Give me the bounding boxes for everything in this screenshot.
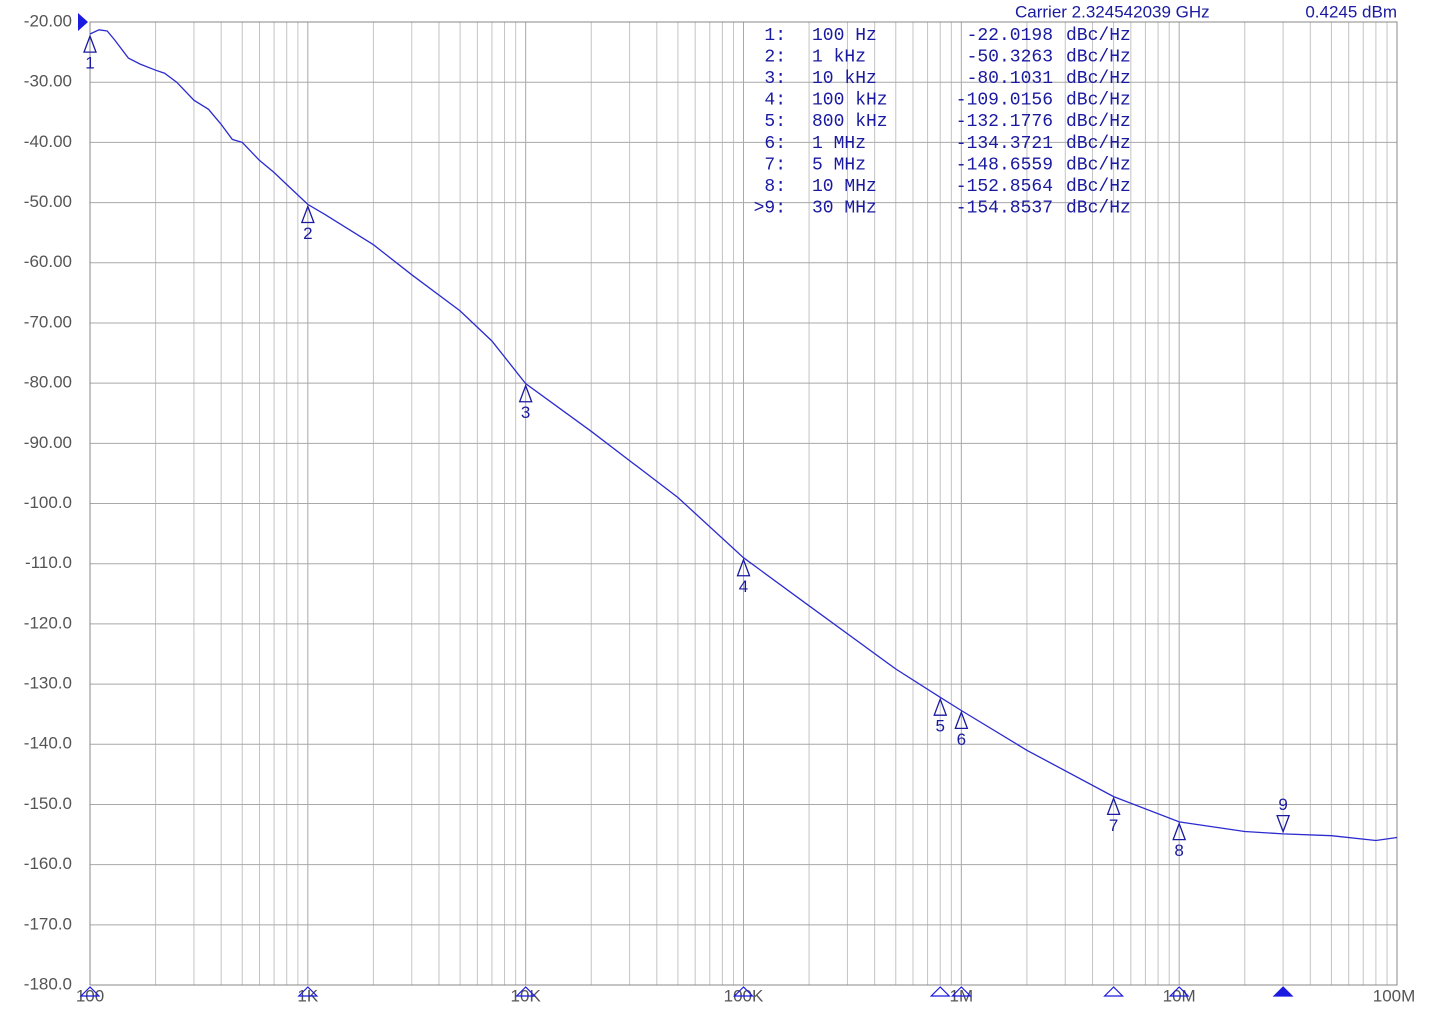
axis-marker — [79, 986, 101, 997]
marker-unit: dBc/Hz — [1066, 69, 1131, 89]
marker-value: -132.1776 — [956, 112, 1053, 132]
marker-label: 5: — [764, 112, 786, 132]
y-tick-label: -150.0 — [24, 794, 72, 813]
marker-id: 2 — [303, 224, 312, 243]
marker-unit: dBc/Hz — [1066, 199, 1131, 219]
marker-label: 2: — [764, 47, 786, 67]
reference-marker — [78, 13, 88, 31]
y-tick-label: -160.0 — [24, 854, 72, 873]
marker-id: 7 — [1109, 816, 1118, 835]
marker — [1106, 796, 1121, 815]
marker-label: 7: — [764, 155, 786, 175]
marker — [933, 697, 948, 716]
marker-id: 3 — [521, 403, 530, 422]
marker-frequency: 10 MHz — [812, 177, 877, 197]
marker-id: 8 — [1174, 841, 1183, 860]
y-tick-label: -60.00 — [24, 252, 72, 271]
marker — [1276, 815, 1291, 834]
marker — [736, 557, 751, 577]
marker-id: 1 — [85, 54, 94, 73]
y-tick-label: -40.00 — [24, 132, 72, 151]
axis-marker — [1168, 986, 1190, 997]
y-tick-label: -120.0 — [24, 613, 72, 632]
marker-frequency: 100 Hz — [812, 26, 877, 46]
axis-marker — [733, 986, 754, 997]
marker-frequency: 1 MHz — [812, 134, 866, 154]
marker-label: >9: — [754, 199, 786, 219]
marker-value: -50.3263 — [967, 47, 1053, 67]
y-tick-label: -100.0 — [24, 493, 72, 512]
marker-unit: dBc/Hz — [1066, 112, 1131, 132]
y-tick-label: -70.00 — [24, 312, 72, 331]
marker-value: -109.0156 — [956, 91, 1053, 111]
marker-id: 5 — [935, 717, 944, 736]
carrier: Carrier 2.324542039 GHz — [1015, 2, 1210, 21]
axis-marker — [950, 986, 972, 997]
marker-frequency: 10 kHz — [812, 69, 877, 89]
axis-marker — [1103, 986, 1125, 997]
marker-value: -80.1031 — [967, 69, 1053, 89]
marker-label: 8: — [764, 177, 786, 197]
axis-marker — [1272, 986, 1294, 997]
marker-unit: dBc/Hz — [1066, 155, 1131, 175]
y-tick-label: -20.00 — [24, 11, 72, 30]
axis-marker — [297, 986, 319, 997]
marker-value: -152.8564 — [956, 177, 1053, 197]
marker-unit: dBc/Hz — [1066, 134, 1131, 154]
marker-label: 3: — [764, 69, 786, 89]
marker-id: 4 — [739, 577, 748, 596]
marker-frequency: 5 MHz — [812, 155, 866, 175]
marker-unit: dBc/Hz — [1066, 177, 1131, 197]
marker-label: 6: — [764, 134, 786, 154]
marker-frequency: 1 kHz — [812, 47, 866, 67]
y-tick-label: -170.0 — [24, 914, 72, 933]
axis-marker — [515, 986, 537, 997]
y-tick-label: -130.0 — [24, 674, 72, 693]
marker-value: -134.3721 — [956, 134, 1053, 154]
marker-unit: dBc/Hz — [1066, 26, 1131, 46]
marker-frequency: 800 kHz — [812, 112, 888, 132]
x-tick-label: 100M — [1373, 986, 1416, 1005]
y-tick-label: -90.00 — [24, 433, 72, 452]
plot-frame — [89, 21, 1398, 986]
marker-unit: dBc/Hz — [1066, 47, 1131, 67]
power: 0.4245 dBm — [1305, 2, 1397, 21]
trace — [89, 29, 1398, 842]
marker-value: -22.0198 — [967, 26, 1053, 46]
marker-label: 1: — [764, 26, 786, 46]
y-tick-label: -180.0 — [24, 974, 72, 993]
y-tick-label: -30.00 — [24, 72, 72, 91]
marker — [1172, 821, 1187, 841]
marker — [83, 34, 97, 53]
marker-unit: dBc/Hz — [1066, 91, 1131, 111]
y-tick-label: -140.0 — [24, 734, 72, 753]
marker-label: 4: — [764, 91, 786, 111]
axis-marker — [929, 986, 951, 997]
marker-value: -154.8537 — [956, 199, 1053, 219]
marker-id: 9 — [1278, 795, 1287, 814]
marker-frequency: 100 kHz — [812, 91, 888, 111]
marker — [300, 204, 315, 224]
marker-id: 6 — [957, 730, 966, 749]
marker-value: -148.6559 — [956, 155, 1053, 175]
y-tick-label: -80.00 — [24, 373, 72, 392]
marker — [954, 710, 969, 730]
y-tick-label: -50.00 — [24, 192, 72, 211]
marker-frequency: 30 MHz — [812, 199, 877, 219]
marker — [518, 383, 533, 403]
y-tick-label: -110.0 — [25, 553, 72, 572]
